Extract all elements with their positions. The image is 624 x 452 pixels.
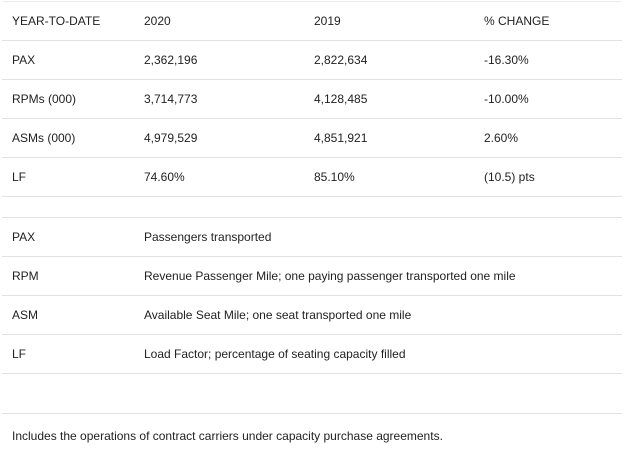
- table-row-lf: LF 74.60% 85.10% (10.5) pts: [2, 157, 622, 197]
- value-2019: 4,128,485: [304, 79, 474, 119]
- table-header-row: YEAR-TO-DATE 2020 2019 % CHANGE: [2, 1, 622, 41]
- value-change: 2.60%: [474, 118, 622, 158]
- value-2020: 2,362,196: [134, 40, 304, 80]
- glossary-definition: Load Factor; percentage of seating capac…: [134, 334, 622, 374]
- glossary-table: PAX Passengers transported RPM Revenue P…: [2, 217, 622, 374]
- glossary-term: RPM: [2, 256, 134, 296]
- row-label: RPMs (000): [2, 79, 134, 119]
- value-2020: 3,714,773: [134, 79, 304, 119]
- glossary-definition: Available Seat Mile; one seat transporte…: [134, 295, 622, 335]
- glossary-row-rpm: RPM Revenue Passenger Mile; one paying p…: [2, 256, 622, 296]
- glossary-term: PAX: [2, 217, 134, 257]
- table-row-pax: PAX 2,362,196 2,822,634 -16.30%: [2, 40, 622, 80]
- value-2020: 4,979,529: [134, 118, 304, 158]
- glossary-definition: Revenue Passenger Mile; one paying passe…: [134, 256, 622, 296]
- row-label: ASMs (000): [2, 118, 134, 158]
- column-header-2019: 2019: [304, 1, 474, 41]
- row-label: PAX: [2, 40, 134, 80]
- value-2019: 4,851,921: [304, 118, 474, 158]
- value-change: (10.5) pts: [474, 157, 622, 197]
- glossary-term: LF: [2, 334, 134, 374]
- glossary-row-asm: ASM Available Seat Mile; one seat transp…: [2, 295, 622, 335]
- value-2020: 74.60%: [134, 157, 304, 197]
- column-header-2020: 2020: [134, 1, 304, 41]
- footnote: Includes the operations of contract carr…: [12, 429, 443, 443]
- year-to-date-stats-table: YEAR-TO-DATE 2020 2019 % CHANGE PAX 2,36…: [2, 1, 622, 197]
- glossary-definition: Passengers transported: [134, 217, 622, 257]
- table-row-rpms: RPMs (000) 3,714,773 4,128,485 -10.00%: [2, 79, 622, 119]
- value-2019: 85.10%: [304, 157, 474, 197]
- glossary-term: ASM: [2, 295, 134, 335]
- value-2019: 2,822,634: [304, 40, 474, 80]
- table-row-asms: ASMs (000) 4,979,529 4,851,921 2.60%: [2, 118, 622, 158]
- footnote-divider: [2, 413, 622, 414]
- column-header-period: YEAR-TO-DATE: [2, 1, 134, 41]
- value-change: -16.30%: [474, 40, 622, 80]
- glossary-row-lf: LF Load Factor; percentage of seating ca…: [2, 334, 622, 374]
- row-label: LF: [2, 157, 134, 197]
- column-header-change: % CHANGE: [474, 1, 622, 41]
- glossary-row-pax: PAX Passengers transported: [2, 217, 622, 257]
- value-change: -10.00%: [474, 79, 622, 119]
